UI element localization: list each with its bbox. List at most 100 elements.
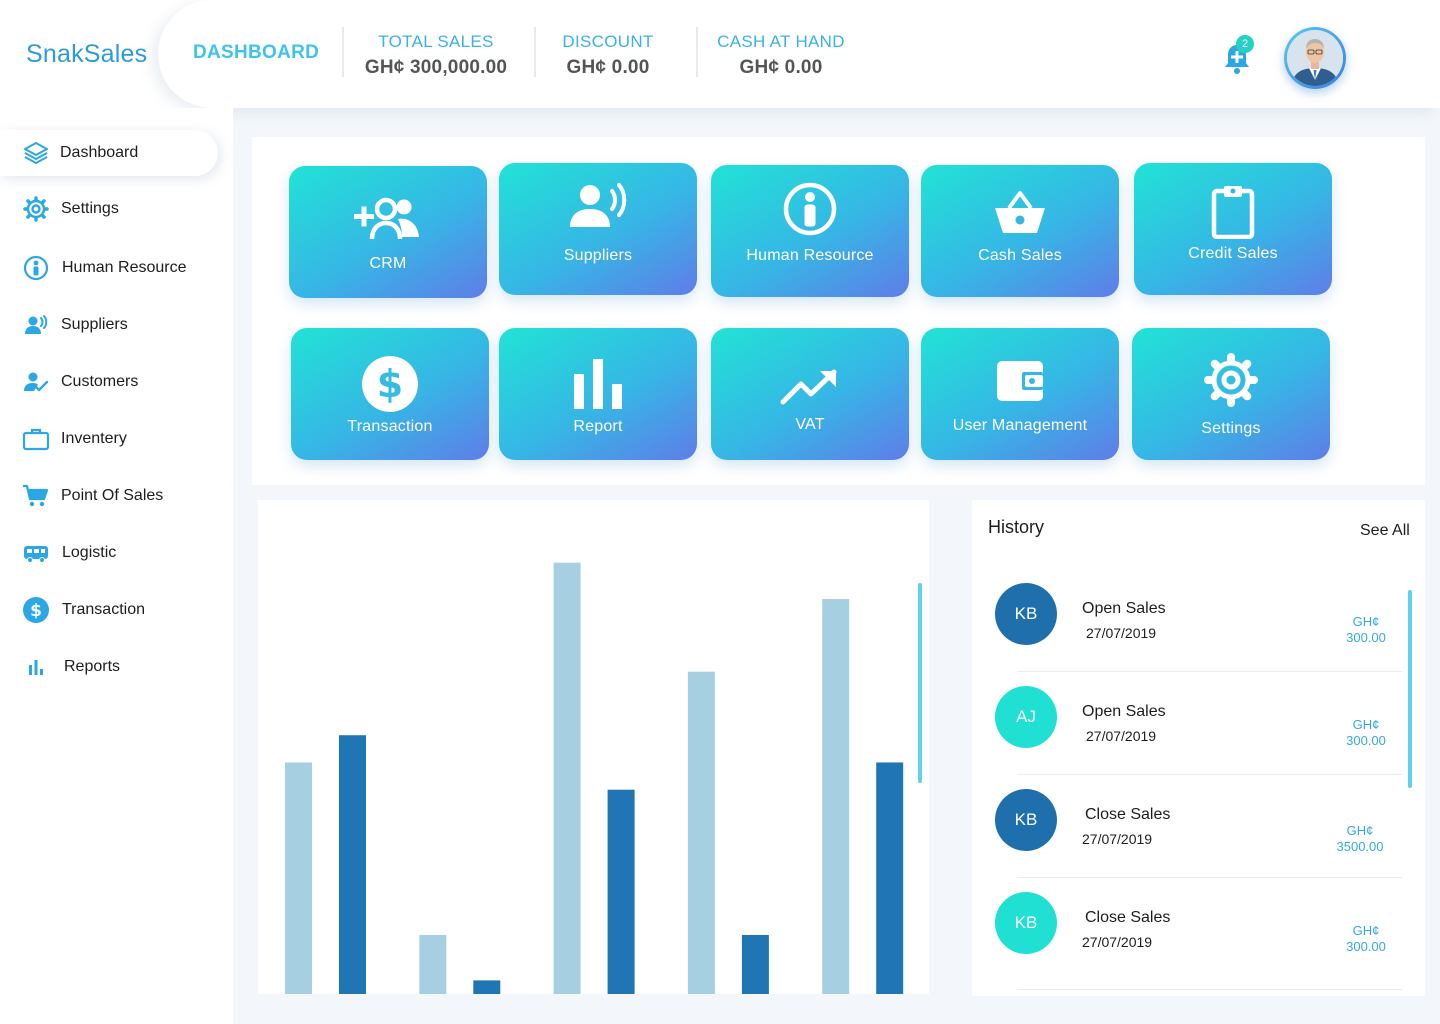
- person-info-icon: [22, 254, 50, 282]
- stat-discount: DISCOUNT GH¢ 0.00: [558, 32, 658, 79]
- tile-cash-sales[interactable]: Cash Sales: [921, 165, 1119, 297]
- tile-credit-sales[interactable]: Credit Sales: [1134, 163, 1332, 295]
- tile-human-resource[interactable]: Human Resource: [711, 165, 909, 297]
- tile-label: VAT: [795, 416, 825, 433]
- history-item-date: 27/07/2019: [1082, 831, 1153, 847]
- chart-bar: [285, 762, 312, 994]
- history-title: History: [988, 517, 1045, 537]
- sidebar-item-label: Suppliers: [61, 316, 128, 333]
- tile-crm[interactable]: CRM: [289, 166, 487, 298]
- briefcase-icon: [22, 425, 50, 453]
- see-all-link[interactable]: See All: [1360, 522, 1410, 539]
- sidebar-item-suppliers[interactable]: Suppliers: [0, 302, 218, 348]
- tile-label: Settings: [1201, 420, 1261, 437]
- sidebar-item-label: Settings: [61, 200, 119, 217]
- sales-chart-card: [258, 500, 929, 994]
- sales-bar-chart: [285, 562, 904, 994]
- history-item-currency: GH¢: [1352, 717, 1380, 732]
- stat-label: DISCOUNT: [562, 32, 654, 51]
- chart-bar: [741, 934, 769, 994]
- brand-logo[interactable]: SnakSales: [26, 40, 148, 68]
- history-item[interactable]: AJ Open Sales 27/07/2019 GH¢ 300.00: [972, 671, 1412, 774]
- bar-chart-icon: [22, 653, 50, 681]
- history-item-currency: GH¢: [1346, 823, 1374, 838]
- cart-icon: [22, 482, 50, 510]
- tile-suppliers[interactable]: Suppliers: [499, 163, 697, 295]
- history-item-title: Open Sales: [1082, 703, 1166, 720]
- sidebar-item-point-of-sales[interactable]: Point Of Sales: [0, 473, 218, 519]
- sidebar-item-reports[interactable]: Reports: [0, 644, 218, 690]
- sidebar-item-label: Inventery: [61, 430, 127, 447]
- history-item[interactable]: KB Close Sales 27/07/2019 GH¢ 3500.00: [972, 774, 1412, 877]
- wallet-icon: [921, 350, 1119, 410]
- trending-up-icon: [711, 358, 909, 418]
- history-item-title: Close Sales: [1085, 806, 1171, 823]
- divider: [1017, 774, 1402, 775]
- dollar-icon: $: [22, 596, 50, 624]
- sidebar: [0, 108, 233, 1024]
- tile-label: Credit Sales: [1188, 245, 1278, 262]
- clipboard-icon: [1134, 181, 1332, 241]
- history-scrollbar[interactable]: [1408, 590, 1412, 788]
- tile-label: Report: [573, 418, 623, 435]
- sidebar-item-transaction[interactable]: $ Transaction: [0, 587, 218, 633]
- tile-settings[interactable]: Settings: [1132, 328, 1330, 460]
- history-item[interactable]: KB Close Sales 27/07/2019 GH¢ 300.00: [972, 877, 1412, 980]
- supplier-icon: [22, 311, 50, 339]
- stat-value: GH¢ 0.00: [566, 57, 650, 78]
- user-avatar[interactable]: [1284, 27, 1346, 89]
- sidebar-item-dashboard[interactable]: Dashboard: [0, 130, 218, 176]
- tile-report[interactable]: Report: [499, 328, 697, 460]
- header-bar: [158, 0, 1440, 108]
- sidebar-item-label: Point Of Sales: [61, 487, 164, 504]
- chart-bar: [339, 735, 366, 994]
- avatar-photo: [1287, 30, 1343, 86]
- stat-value: GH¢ 0.00: [739, 57, 823, 78]
- history-item-date: 27/07/2019: [1082, 934, 1153, 950]
- bus-icon: [22, 539, 50, 567]
- divider: [1017, 671, 1402, 672]
- svg-text:$: $: [30, 601, 42, 621]
- notification-badge: 2: [1236, 35, 1254, 53]
- sidebar-item-label: Transaction: [62, 601, 145, 618]
- person-info-icon: [711, 179, 909, 239]
- chart-bar: [473, 980, 501, 994]
- sidebar-item-label: Reports: [64, 658, 121, 675]
- stat-value: GH¢ 300,000.00: [364, 57, 508, 78]
- stat-cash-at-hand: CASH AT HAND GH¢ 0.00: [716, 32, 846, 79]
- divider: [1017, 989, 1402, 990]
- history-item[interactable]: KB Open Sales 27/07/2019 GH¢ 300.00: [972, 568, 1412, 671]
- tile-label: Transaction: [347, 418, 433, 435]
- sidebar-item-logistic[interactable]: Logistic: [0, 530, 218, 576]
- sidebar-item-label: Customers: [61, 373, 139, 390]
- sidebar-item-human-resource[interactable]: Human Resource: [0, 245, 218, 291]
- tile-transaction[interactable]: $ Transaction: [291, 328, 489, 460]
- supplier-icon: [499, 177, 697, 237]
- chart-bar: [687, 671, 715, 994]
- tile-user-management[interactable]: User Management: [921, 328, 1119, 460]
- stat-label: TOTAL SALES: [378, 32, 494, 51]
- tile-vat[interactable]: VAT: [711, 328, 909, 460]
- history-item-currency: GH¢: [1352, 614, 1380, 629]
- history-avatar: KB: [995, 583, 1057, 645]
- sidebar-item-customers[interactable]: Customers: [0, 359, 218, 405]
- customer-check-icon: [22, 368, 50, 396]
- chart-bar: [419, 934, 447, 994]
- add-group-icon: [289, 188, 487, 248]
- chart-bar: [553, 562, 581, 994]
- chart-bar: [876, 762, 904, 994]
- divider: [342, 27, 344, 77]
- bar-chart-icon: [499, 354, 697, 414]
- stat-label: CASH AT HAND: [717, 32, 845, 51]
- sidebar-item-settings[interactable]: Settings: [0, 186, 218, 232]
- nav-dashboard[interactable]: DASHBOARD: [193, 42, 320, 63]
- history-item-amount: 3500.00: [1336, 839, 1384, 854]
- sidebar-item-inventory[interactable]: Inventery: [0, 416, 218, 462]
- history-item-date: 27/07/2019: [1086, 625, 1157, 641]
- divider: [1017, 877, 1402, 878]
- chart-scrollbar[interactable]: [918, 583, 922, 783]
- history-item-amount: 300.00: [1346, 733, 1386, 748]
- gear-icon: [22, 195, 50, 223]
- stat-total-sales: TOTAL SALES GH¢ 300,000.00: [362, 32, 510, 79]
- basket-icon: [921, 183, 1119, 243]
